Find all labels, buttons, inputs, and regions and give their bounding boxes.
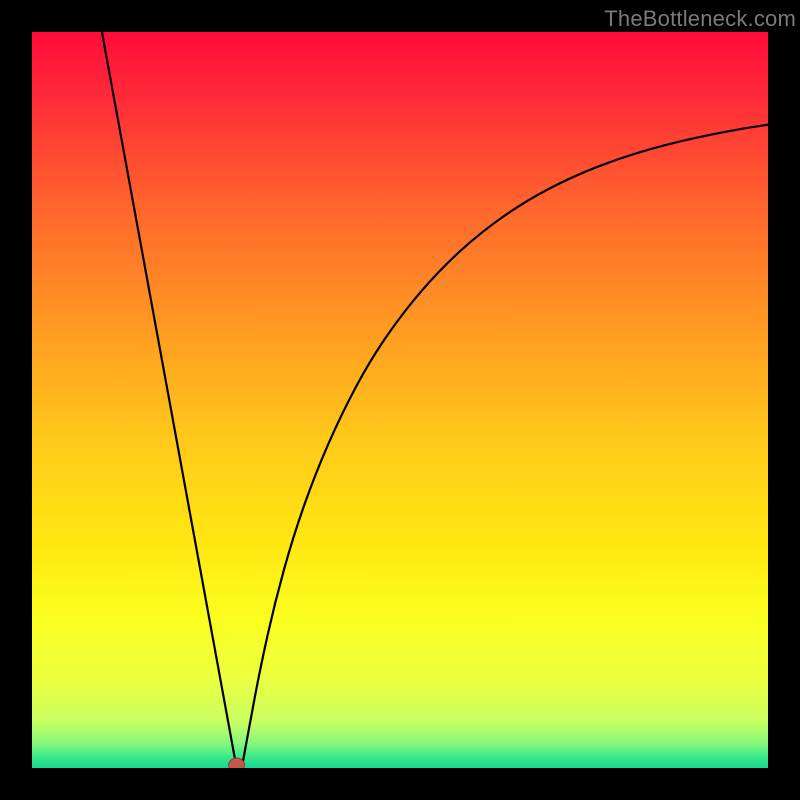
bottleneck-chart xyxy=(32,32,768,768)
optimal-point-marker xyxy=(229,758,245,768)
watermark-text: TheBottleneck.com xyxy=(604,6,796,32)
gradient-background xyxy=(32,32,768,768)
